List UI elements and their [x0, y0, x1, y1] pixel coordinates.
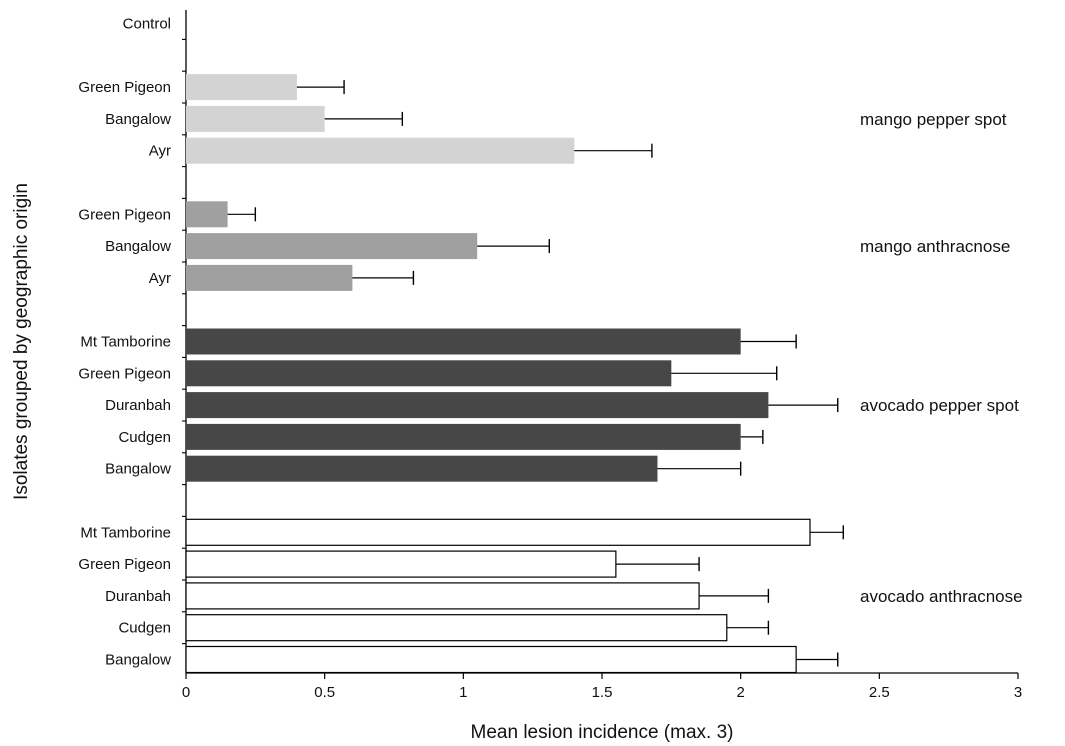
y-tick-label: Bangalow [105, 111, 171, 128]
y-tick-label: Control [123, 16, 171, 33]
y-tick-label: Bangalow [105, 238, 171, 255]
x-tick-label: 2 [736, 684, 744, 701]
bar [186, 105, 325, 132]
y-tick-label: Mt Tamborine [80, 334, 171, 351]
x-tick-label: 0.5 [314, 684, 335, 701]
y-tick-label: Ayr [149, 270, 171, 287]
plot-area: 0 0.5 1 1.5 2 2.5 3 Control Green Pigeon Bangalow… [78, 10, 1023, 701]
x-tick-label: 1.5 [592, 684, 613, 701]
bar [186, 264, 353, 291]
y-tick-label: Bangalow [105, 652, 171, 669]
bar [186, 137, 575, 164]
y-tick-label: Cudgen [118, 429, 171, 446]
bar [185, 518, 811, 546]
series-label: mango anthracnose [860, 237, 1010, 256]
y-tick-label: Duranbah [105, 397, 171, 414]
bar [186, 201, 228, 228]
y-tick-label: Mt Tamborine [80, 524, 171, 541]
y-tick-label: Cudgen [118, 620, 171, 637]
bar [185, 645, 797, 674]
series-label: avocado pepper spot [860, 396, 1019, 415]
bar [186, 392, 769, 419]
y-tick-label: Ayr [149, 143, 171, 160]
y-tick-label: Duranbah [105, 588, 171, 605]
bar [186, 74, 297, 101]
series-label: mango pepper spot [860, 110, 1007, 129]
x-tick-label: 2.5 [869, 684, 890, 701]
y-tick-label: Green Pigeon [78, 79, 171, 96]
bar [186, 328, 741, 355]
y-tick-label: Green Pigeon [78, 365, 171, 382]
bar [186, 233, 478, 260]
x-tick-label: 0 [182, 684, 190, 701]
y-tick-label: Green Pigeon [78, 206, 171, 223]
bar [185, 550, 617, 578]
y-axis-title: Isolates grouped by geographic origin [11, 183, 32, 500]
y-tick-label: Bangalow [105, 461, 171, 478]
bar [186, 455, 658, 482]
series-label: avocado anthracnose [860, 587, 1023, 606]
y-tick-label: Green Pigeon [78, 556, 171, 573]
bar [185, 582, 700, 610]
x-tick-label: 1 [459, 684, 467, 701]
x-tick-label: 3 [1014, 684, 1022, 701]
bar [186, 360, 672, 387]
bar [185, 614, 728, 642]
x-axis-title: Mean lesion incidence (max. 3) [471, 722, 734, 743]
bar [186, 423, 741, 450]
